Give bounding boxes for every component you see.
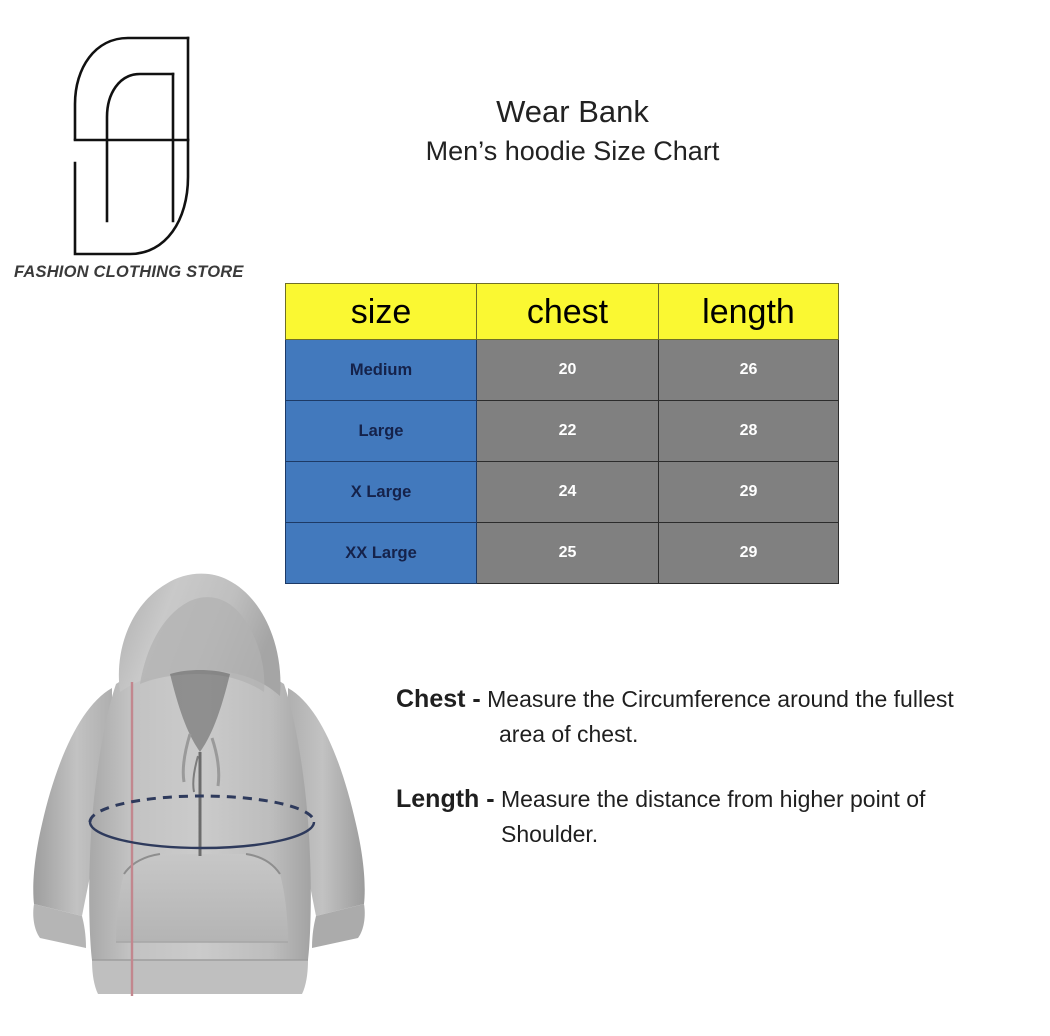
column-header-length: length xyxy=(658,283,839,340)
cell-length: 26 xyxy=(658,339,839,401)
note-length-line1: Measure the distance from higher point o… xyxy=(500,786,926,812)
table-row: Medium 20 26 xyxy=(285,339,839,401)
note-chest-line2: area of chest. xyxy=(499,721,639,747)
note-chest-line1: Measure the Circumference around the ful… xyxy=(487,686,954,712)
cell-size: X Large xyxy=(285,461,477,523)
store-name: Wear Bank xyxy=(496,94,649,129)
note-length-line2: Shoulder. xyxy=(501,821,599,847)
brand-tagline: FASHION CLOTHING STORE xyxy=(14,263,244,281)
cell-chest: 20 xyxy=(476,339,659,401)
fs-monogram-logo xyxy=(73,36,190,256)
hoodie-hood xyxy=(118,573,281,752)
note-length: Length - Measure the distance from highe… xyxy=(396,782,1050,852)
cell-chest: 22 xyxy=(476,400,659,462)
cell-size: Medium xyxy=(285,339,477,401)
hoodie-pocket xyxy=(116,853,288,943)
column-header-chest: chest xyxy=(476,283,659,340)
cell-length: 29 xyxy=(658,522,839,584)
chest-guide-ellipse xyxy=(88,794,316,850)
cell-size: Large xyxy=(285,400,477,462)
grey-hoodie-illustration xyxy=(33,573,365,996)
table-row: XX Large 25 29 xyxy=(285,522,839,584)
measurement-instructions: Chest - Measure the Circumference around… xyxy=(396,682,1050,852)
cell-length: 29 xyxy=(658,461,839,523)
cell-length: 28 xyxy=(658,400,839,462)
cell-chest: 25 xyxy=(476,522,659,584)
size-chart-table: size chest length Medium 20 26 Large 22 … xyxy=(285,283,839,584)
note-term-length: Length - xyxy=(396,785,495,813)
table-row: X Large 24 29 xyxy=(285,461,839,523)
cell-size: XX Large xyxy=(285,522,477,584)
table-row: Large 22 28 xyxy=(285,400,839,462)
note-term-chest: Chest - xyxy=(396,685,481,713)
column-header-size: size xyxy=(285,283,477,340)
cell-chest: 24 xyxy=(476,461,659,523)
hoodie-drawstrings xyxy=(181,733,221,787)
table-header-row: size chest length xyxy=(285,283,839,340)
chart-subtitle: Men’s hoodie Size Chart xyxy=(425,136,720,166)
note-chest: Chest - Measure the Circumference around… xyxy=(396,682,1050,752)
page-title: Wear Bank Men’s hoodie Size Chart xyxy=(300,92,845,170)
hoodie-placket xyxy=(192,752,202,856)
